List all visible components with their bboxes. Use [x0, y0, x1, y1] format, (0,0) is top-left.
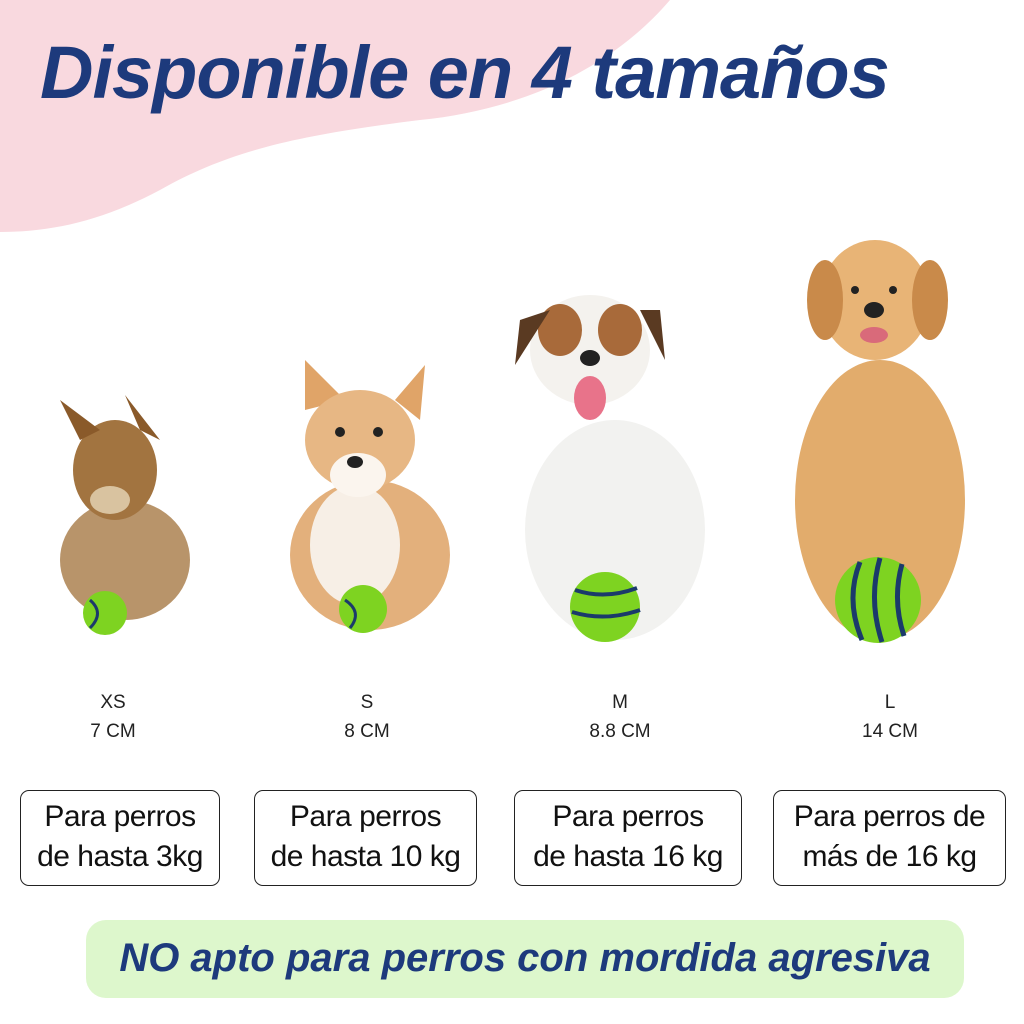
warning-banner: NO apto para perros con mordida agresiva: [86, 920, 964, 998]
ball-m: [570, 572, 641, 642]
dog-corgi-s: [290, 360, 450, 630]
dogs-illustration: [60, 240, 965, 643]
weight-box-m: Para perros de hasta 16 kg: [514, 790, 742, 886]
size-l: L 14 CM: [862, 692, 918, 742]
weight-box-l: Para perros de más de 16 kg: [773, 790, 1006, 886]
dog-golden-retriever-l: [795, 240, 965, 640]
dog-jack-russell-m: [515, 295, 705, 640]
dog-yorkie-xs: [60, 395, 190, 620]
weight-box-s: Para perros de hasta 10 kg: [254, 790, 477, 886]
size-xs: XS 7 CM: [90, 692, 136, 742]
ball-s: [339, 585, 387, 633]
pink-background-blob: [0, 0, 670, 232]
page-title: Disponible en 4 tamaños: [40, 31, 890, 114]
weight-box-xs: Para perros de hasta 3kg: [20, 790, 220, 886]
size-m: M 8.8 CM: [589, 692, 651, 742]
ball-l: [835, 557, 921, 643]
warning-text: NO apto para perros con mordida agresiva: [119, 936, 931, 980]
ball-xs: [83, 591, 127, 635]
